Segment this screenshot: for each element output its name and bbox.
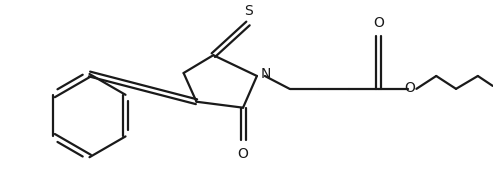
Text: O: O (404, 81, 415, 95)
Text: O: O (238, 147, 248, 161)
Text: N: N (261, 67, 271, 81)
Text: S: S (245, 4, 253, 17)
Text: O: O (373, 16, 384, 30)
